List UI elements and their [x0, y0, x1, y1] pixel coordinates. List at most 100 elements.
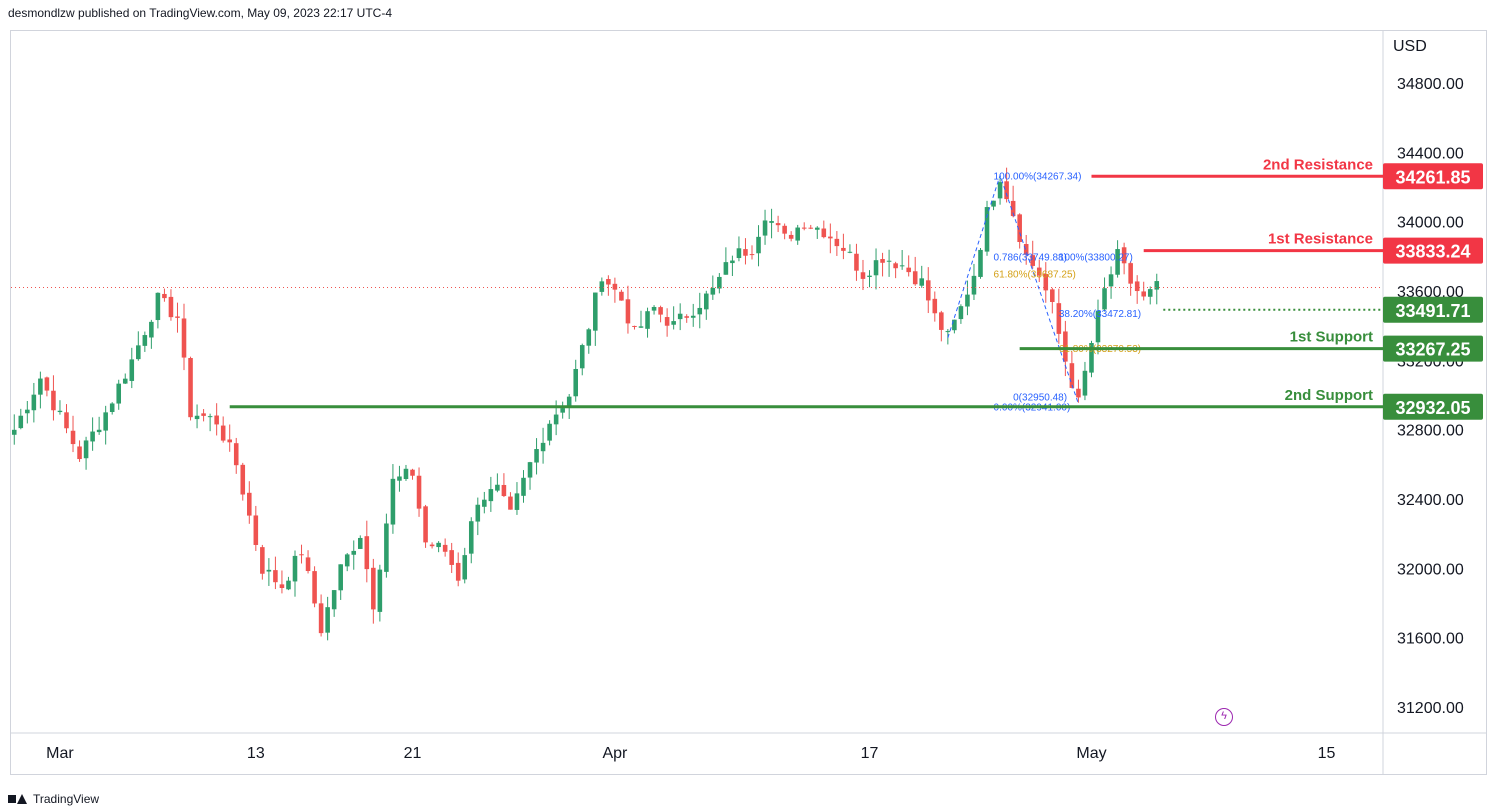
candle-body — [579, 345, 585, 369]
candle-body — [978, 249, 983, 277]
candle-body — [312, 571, 317, 604]
candle-body — [181, 318, 187, 358]
candle-body — [247, 492, 252, 516]
flash-icon[interactable]: ϟ — [1215, 708, 1233, 726]
candle-body — [860, 272, 866, 279]
candle-body — [279, 584, 285, 589]
fib-label: 61.80%(33687.25) — [994, 270, 1076, 281]
candle-body — [462, 555, 468, 580]
candle-body — [736, 248, 742, 259]
candle-body — [1102, 288, 1107, 310]
candle-body — [207, 416, 213, 418]
candle-body — [867, 275, 872, 277]
candle-body — [1023, 244, 1029, 255]
candle-body — [645, 311, 650, 329]
price-tag-label: 33267.25 — [1395, 340, 1470, 360]
level-name: 1st Support — [1290, 329, 1373, 346]
candle-body — [540, 442, 546, 452]
candle-body — [606, 279, 611, 285]
candle-body — [965, 294, 970, 307]
candle-body — [723, 262, 729, 275]
candle-body — [814, 227, 820, 230]
candle-body — [697, 307, 703, 315]
candle-body — [103, 412, 108, 431]
candle-body — [984, 207, 990, 252]
candle-body — [260, 547, 265, 574]
candle-body — [227, 439, 232, 443]
fib-zigzag — [947, 173, 1079, 404]
candle-body — [1095, 310, 1101, 343]
candle-body — [775, 223, 781, 226]
candle-body — [527, 462, 533, 478]
candle-body — [547, 423, 552, 441]
candle-body — [1069, 363, 1075, 388]
x-tick-label: Mar — [46, 745, 74, 762]
candle-body — [357, 537, 363, 549]
candle-body — [292, 555, 298, 582]
candle-body — [749, 254, 755, 256]
candle-body — [116, 383, 122, 404]
candle-body — [906, 267, 911, 273]
candle-body — [912, 271, 918, 285]
price-tag — [1383, 237, 1483, 264]
tradingview-logo-icon — [8, 793, 28, 805]
candle-body — [1147, 289, 1153, 297]
candle-body — [508, 496, 513, 510]
candle-body — [762, 220, 768, 236]
candle-body — [1141, 291, 1146, 297]
candle-body — [619, 291, 624, 301]
candle-body — [939, 312, 944, 330]
candle-body — [299, 554, 304, 556]
candle-body — [57, 410, 63, 413]
candle-body — [932, 298, 938, 314]
candle-body — [677, 313, 683, 320]
candle-body — [1043, 274, 1049, 291]
candle-body — [162, 293, 167, 299]
y-tick-label: 32800.00 — [1397, 423, 1464, 440]
candle-body — [351, 550, 357, 555]
candle-body — [880, 259, 885, 263]
candle-body — [155, 292, 161, 321]
candle-body — [1134, 281, 1140, 292]
x-tick-label: 13 — [247, 745, 265, 762]
candle-body — [854, 253, 859, 271]
price-tag — [1383, 163, 1483, 190]
candle-body — [1036, 267, 1042, 276]
x-tick-label: 17 — [861, 745, 879, 762]
candle-body — [847, 251, 853, 253]
candle-body — [416, 475, 422, 509]
chart-frame — [10, 30, 1487, 775]
fib-label: 100.00%(34267.34) — [994, 171, 1082, 182]
y-tick-label: 31600.00 — [1397, 631, 1464, 648]
candle-body — [18, 415, 24, 429]
candle-body — [109, 403, 115, 413]
candle-body — [553, 414, 559, 425]
candle-body — [841, 247, 846, 251]
candle-body — [638, 326, 644, 328]
candle-body — [1154, 281, 1160, 290]
y-tick-label: 34400.00 — [1397, 145, 1464, 162]
price-tag-label: 33833.24 — [1395, 242, 1470, 262]
candle-body — [96, 429, 102, 433]
candle-body — [593, 292, 598, 331]
candle-body — [11, 429, 17, 435]
candle-body — [233, 443, 239, 466]
candle-body — [194, 415, 200, 420]
candle-body — [201, 413, 206, 416]
candle-body — [31, 394, 37, 411]
candle-body — [893, 263, 898, 269]
candle-body — [397, 476, 402, 481]
candle-body — [136, 345, 141, 360]
candle-body — [586, 329, 592, 346]
candle-body — [1082, 370, 1088, 396]
price-tag — [1383, 335, 1483, 362]
candle-body — [795, 227, 800, 241]
candle-body — [253, 515, 259, 545]
footer-brand: TradingView — [33, 792, 100, 806]
x-tick-label: Apr — [602, 745, 628, 762]
candle-body — [436, 542, 441, 548]
x-tick-label: 21 — [404, 745, 422, 762]
candle-body — [886, 260, 892, 262]
candle-body — [625, 299, 631, 324]
